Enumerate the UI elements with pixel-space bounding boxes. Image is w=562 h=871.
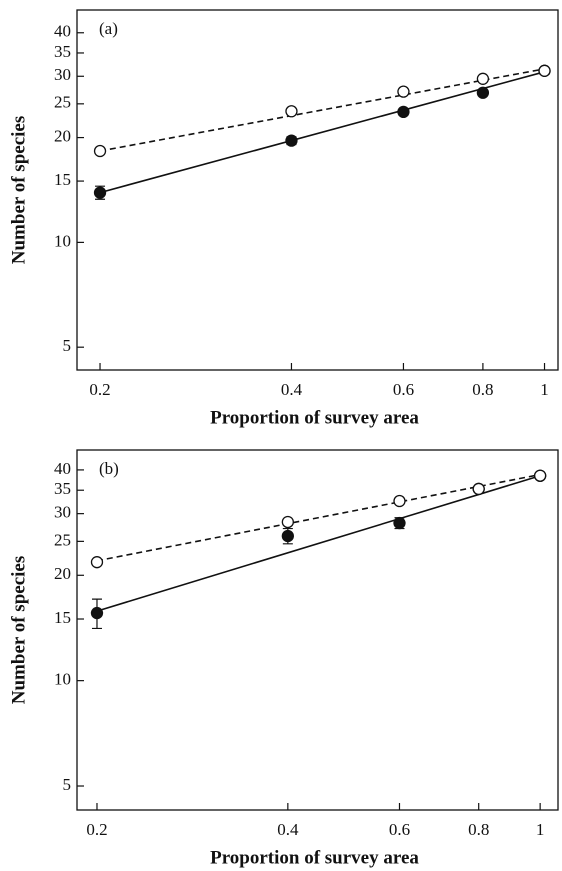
y-tick-label: 20 xyxy=(54,564,71,583)
y-tick-label: 5 xyxy=(63,775,72,794)
y-tick-label: 10 xyxy=(54,670,71,689)
x-tick-label: 0.2 xyxy=(89,380,110,399)
data-point xyxy=(393,494,406,508)
panel-label: (a) xyxy=(99,19,118,38)
y-axis-title: Number of species xyxy=(8,116,29,264)
y-tick-label: 40 xyxy=(54,22,71,41)
y-tick-label: 35 xyxy=(54,42,71,61)
data-point xyxy=(285,134,298,147)
y-tick-label: 5 xyxy=(63,336,72,355)
data-point xyxy=(285,105,298,118)
y-tick-label: 25 xyxy=(54,530,71,549)
y-tick-label: 15 xyxy=(54,170,71,189)
data-point xyxy=(93,186,107,199)
panel-label: (b) xyxy=(99,459,119,478)
data-point xyxy=(90,556,104,569)
data-point xyxy=(533,469,547,482)
fit-line xyxy=(96,474,541,612)
x-tick-label: 0.8 xyxy=(468,820,489,839)
x-tick-label: 0.6 xyxy=(389,820,410,839)
x-tick-label: 1 xyxy=(540,380,549,399)
data-point xyxy=(538,64,551,77)
x-axis-title: Proportion of survey area xyxy=(210,847,419,868)
data-point xyxy=(281,515,294,529)
fit-line xyxy=(99,68,545,152)
data-point xyxy=(281,529,294,543)
data-point xyxy=(393,516,406,530)
y-tick-label: 20 xyxy=(54,126,71,145)
plot-frame xyxy=(76,449,559,811)
data-point xyxy=(476,86,490,99)
y-tick-label: 40 xyxy=(54,459,71,478)
x-tick-label: 0.4 xyxy=(277,820,299,839)
data-point xyxy=(397,85,410,98)
x-tick-label: 0.6 xyxy=(393,380,414,399)
y-tick-label: 10 xyxy=(54,231,71,250)
y-axis-title: Number of species xyxy=(8,556,29,704)
data-point xyxy=(472,482,485,496)
y-tick-label: 15 xyxy=(54,608,71,627)
x-axis-title: Proportion of survey area xyxy=(210,407,419,428)
data-point xyxy=(90,606,104,620)
y-tick-label: 30 xyxy=(54,65,71,84)
x-tick-label: 0.2 xyxy=(86,820,107,839)
fit-line xyxy=(96,473,541,562)
data-point xyxy=(397,105,410,119)
x-tick-label: 1 xyxy=(536,820,545,839)
fit-line xyxy=(99,71,545,194)
data-point xyxy=(476,72,490,85)
data-point xyxy=(93,144,107,158)
plot-frame xyxy=(76,9,559,371)
y-tick-label: 35 xyxy=(54,479,71,498)
x-tick-label: 0.4 xyxy=(281,380,303,399)
y-tick-label: 25 xyxy=(54,93,71,112)
y-tick-label: 30 xyxy=(54,503,71,522)
x-tick-label: 0.8 xyxy=(472,380,493,399)
